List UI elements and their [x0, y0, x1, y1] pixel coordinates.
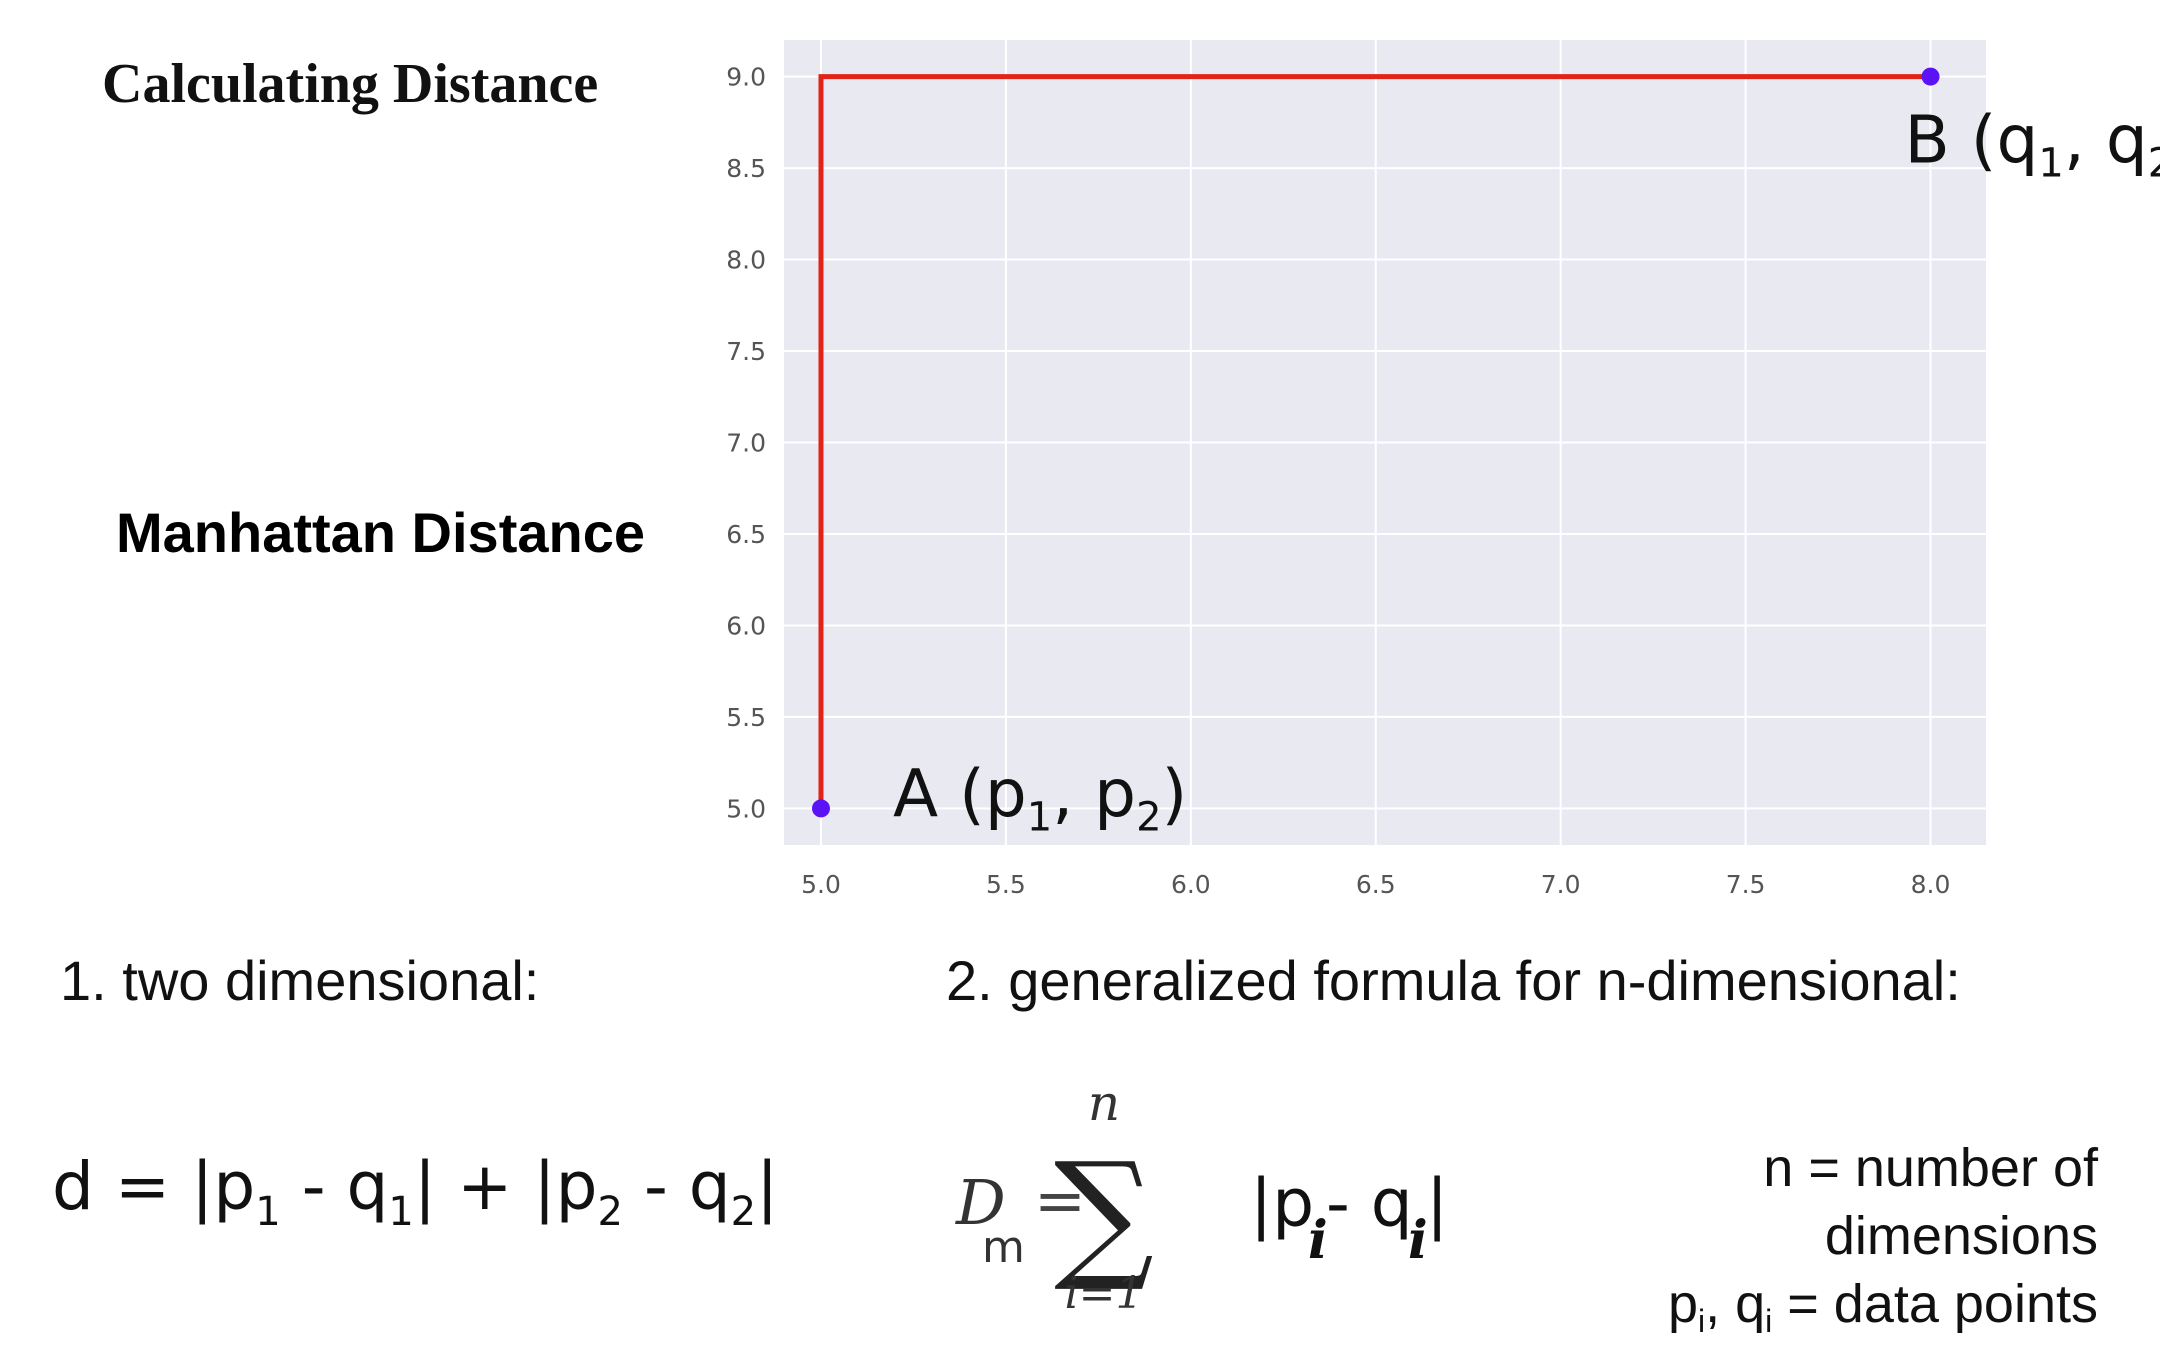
point-b-label: B (q1, q2): [1905, 102, 2160, 187]
x-tick-label: 6.0: [1171, 870, 1211, 899]
section-n-dimensional: 2. generalized formula for n-dimensional…: [946, 949, 1961, 1012]
formula-part: | + |p: [413, 1148, 598, 1225]
formula-part: - q: [622, 1148, 731, 1225]
formula-term-b: - q: [1326, 1165, 1413, 1242]
formula-legend: n = number of dimensions pi, qi = data p…: [1668, 1134, 2098, 1355]
x-tick-label: 6.5: [1356, 870, 1396, 899]
formula-sub: 2: [597, 1189, 623, 1235]
y-tick-label: 5.0: [726, 794, 766, 823]
x-tick-label: 8.0: [1911, 870, 1951, 899]
formula-equals: =: [1034, 1164, 1086, 1237]
y-tick-label: 5.5: [726, 703, 766, 732]
two-dimensional-formula: d = |p1 - q1| + |p2 - q2|: [52, 1148, 778, 1235]
formula-upper-limit: n: [1088, 1074, 1120, 1132]
point-a-marker: [811, 799, 830, 818]
x-tick-label: 5.0: [801, 870, 841, 899]
legend-end: = data points: [1772, 1274, 2098, 1334]
formula-sub-b: i: [1408, 1210, 1428, 1271]
legend-sub: i: [1697, 1303, 1706, 1339]
legend-mid: , q: [1705, 1274, 1766, 1334]
manhattan-path-line: [818, 74, 1931, 809]
y-tick-label: 8.5: [726, 154, 766, 183]
slide-title: Calculating Distance: [102, 53, 599, 115]
x-tick-label: 7.0: [1541, 870, 1581, 899]
formula-term-c: |: [1426, 1165, 1448, 1242]
formula-sub-a: i: [1308, 1210, 1328, 1271]
formula-sub: 2: [730, 1189, 757, 1235]
y-tick-label: 8.0: [726, 246, 766, 275]
legend-sub: i: [1765, 1303, 1773, 1339]
formula-term-a: |p: [1250, 1165, 1314, 1242]
y-tick-label: 7.5: [726, 337, 766, 366]
formula-sub: 1: [388, 1189, 414, 1235]
y-tick-label: 9.0: [726, 63, 766, 92]
formula-D: D: [955, 1166, 1006, 1239]
formula-part: d = |p: [52, 1148, 256, 1225]
formula-part: |: [756, 1148, 779, 1225]
legend-line-data-points: pi, qi = data points: [1668, 1270, 2098, 1355]
point-b-marker: [1921, 67, 1940, 86]
x-tick-label: 5.5: [986, 870, 1026, 899]
y-tick-label: 6.0: [726, 611, 766, 640]
formula-lower-limit: i=1: [1065, 1268, 1144, 1312]
legend-line-dimensions: dimensions: [1824, 1206, 2098, 1266]
y-tick-label: 6.5: [726, 520, 766, 549]
legend-line-n: n = number of: [1763, 1138, 2098, 1198]
formula-part: - q: [280, 1148, 389, 1225]
n-dimensional-formula: D m = n ∑ i=1 |p i - q i |: [955, 1074, 1448, 1312]
formula-m: m: [982, 1222, 1025, 1273]
sigma-symbol: ∑: [1054, 1133, 1154, 1296]
x-tick-label: 7.5: [1726, 870, 1766, 899]
y-tick-label: 7.0: [726, 429, 766, 458]
section-subtitle: Manhattan Distance: [116, 501, 645, 564]
point-a-label: A (p1, p2): [893, 755, 1187, 840]
section-two-dimensional: 1. two dimensional:: [60, 949, 540, 1012]
formula-sub: 1: [255, 1189, 281, 1235]
legend-p: p: [1667, 1274, 1698, 1334]
manhattan-chart: 5.0 5.5 6.0 6.5 7.0 7.5 8.0 5.0 5.5 6.0 6.5 7.0 7.5…: [726, 40, 2160, 899]
